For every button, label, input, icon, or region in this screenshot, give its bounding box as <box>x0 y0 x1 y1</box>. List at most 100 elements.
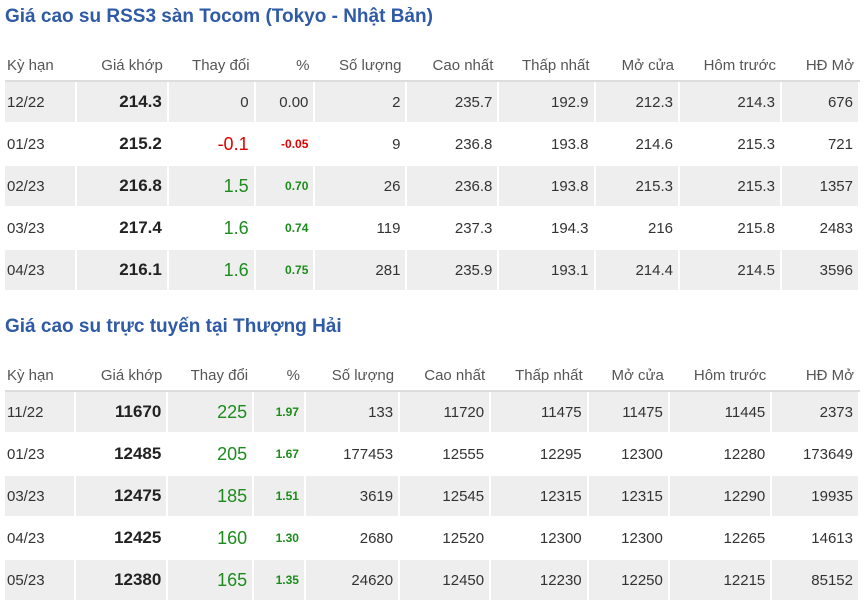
low-cell: 194.3 <box>497 207 596 249</box>
change-cell: 1.6 <box>166 207 256 249</box>
match-price-cell: 217.4 <box>74 207 169 249</box>
previous-cell: 11445 <box>667 391 773 433</box>
column-header: Thấp nhất <box>490 360 588 392</box>
open-cell: 12300 <box>586 433 670 475</box>
table-row: 12/22 214.3 0 0.00 2 235.7 192.9 212.3 214.3 676 <box>5 81 861 123</box>
column-header: HĐ Mở <box>780 50 859 82</box>
term-cell: 02/23 <box>5 165 77 207</box>
high-cell: 235.7 <box>405 81 500 123</box>
match-price-cell: 214.3 <box>74 81 169 123</box>
change-cell: 0 <box>166 81 256 123</box>
shanghai-table: Kỳ hạn Giá khớp Thay đổi% Số lượng Cao nhất T… <box>5 360 860 602</box>
volume-cell: 119 <box>313 207 408 249</box>
term-cell: 04/23 <box>5 249 77 291</box>
previous-cell: 215.3 <box>678 165 782 207</box>
open-cell: 215.3 <box>593 165 681 207</box>
column-header: HĐ Mở <box>771 360 859 392</box>
percent-cell: 1.67 <box>252 433 306 475</box>
header-row: Kỳ hạn Giá khớp Thay đổi% Số lượng Cao nhất T… <box>5 50 859 82</box>
term-cell: 12/22 <box>5 81 77 123</box>
open-cell: 212.3 <box>593 81 681 123</box>
column-header: Cao nhất <box>406 50 499 82</box>
tocom-table: Kỳ hạn Giá khớp Thay đổi% Số lượng Cao nhất T… <box>5 50 861 292</box>
open-interest-cell: 721 <box>779 123 861 165</box>
volume-cell: 26 <box>313 165 408 207</box>
column-header: Giá khớp <box>75 360 168 392</box>
column-header: Kỳ hạn <box>5 360 76 392</box>
low-cell: 12300 <box>489 517 589 559</box>
column-header: % <box>254 50 315 82</box>
column-header: Số lượng <box>314 50 407 82</box>
previous-cell: 215.8 <box>678 207 782 249</box>
match-price-cell: 216.8 <box>74 165 169 207</box>
header-row: Kỳ hạn Giá khớp Thay đổi% Số lượng Cao nhất T… <box>5 360 859 392</box>
change-cell: 225 <box>166 391 255 433</box>
column-header: Hôm trước <box>679 50 781 82</box>
column-header: Thấp nhất <box>498 50 595 82</box>
match-price-cell: 12475 <box>74 475 169 517</box>
shanghai-title: Giá cao su trực tuyến tại Thượng Hải <box>5 316 342 337</box>
table-row: 03/23 12475 185 1.51 3619 12545 12315 12315 1229… <box>5 475 860 517</box>
percent-cell: 0.70 <box>253 165 316 207</box>
high-cell: 12545 <box>398 475 492 517</box>
column-header: % <box>253 360 305 392</box>
change-cell: 165 <box>166 559 255 601</box>
previous-cell: 12265 <box>667 517 773 559</box>
volume-cell: 281 <box>313 249 408 291</box>
volume-cell: 2 <box>313 81 408 123</box>
previous-cell: 12215 <box>667 559 773 601</box>
high-cell: 11720 <box>398 391 492 433</box>
change-cell: 205 <box>166 433 255 475</box>
high-cell: 236.8 <box>405 165 500 207</box>
previous-cell: 12290 <box>667 475 773 517</box>
tocom-title: Giá cao su RSS3 sàn Tocom (Tokyo - Nhật … <box>5 6 433 27</box>
term-cell: 01/23 <box>5 433 77 475</box>
open-interest-cell: 2483 <box>779 207 861 249</box>
match-price-cell: 12425 <box>74 517 169 559</box>
percent-cell: 1.35 <box>252 559 306 601</box>
open-cell: 12300 <box>586 517 670 559</box>
low-cell: 192.9 <box>497 81 596 123</box>
column-header: Cao nhất <box>399 360 491 392</box>
open-interest-cell: 19935 <box>770 475 860 517</box>
column-header: Thay đổi <box>167 50 255 82</box>
percent-cell: -0.05 <box>253 123 316 165</box>
volume-cell: 3619 <box>303 475 401 517</box>
change-cell: 1.6 <box>166 249 256 291</box>
volume-cell: 2680 <box>303 517 401 559</box>
column-header: Giá khớp <box>75 50 168 82</box>
high-cell: 12555 <box>398 433 492 475</box>
previous-cell: 12280 <box>667 433 773 475</box>
percent-cell: 0.75 <box>253 249 316 291</box>
percent-cell: 0.74 <box>253 207 316 249</box>
percent-cell: 1.97 <box>252 391 306 433</box>
table-row: 03/23 217.4 1.6 0.74 119 237.3 194.3 216 215.8 24… <box>5 207 861 249</box>
percent-cell: 0.00 <box>253 81 316 123</box>
open-cell: 12315 <box>586 475 670 517</box>
previous-cell: 214.5 <box>678 249 782 291</box>
term-cell: 01/23 <box>5 123 77 165</box>
low-cell: 193.8 <box>497 165 596 207</box>
open-interest-cell: 3596 <box>779 249 861 291</box>
percent-cell: 1.30 <box>252 517 306 559</box>
column-header: Hôm trước <box>668 360 772 392</box>
volume-cell: 24620 <box>303 559 401 601</box>
open-interest-cell: 85152 <box>770 559 860 601</box>
table-row: 02/23 216.8 1.5 0.70 26 236.8 193.8 215.3 215.3 1… <box>5 165 861 207</box>
change-cell: 185 <box>166 475 255 517</box>
match-price-cell: 215.2 <box>74 123 169 165</box>
previous-cell: 214.3 <box>678 81 782 123</box>
match-price-cell: 12485 <box>74 433 169 475</box>
term-cell: 04/23 <box>5 517 77 559</box>
match-price-cell: 216.1 <box>74 249 169 291</box>
table-row: 01/23 215.2 -0.1 -0.05 9 236.8 193.8 214.6 215.3… <box>5 123 861 165</box>
open-cell: 216 <box>593 207 681 249</box>
match-price-cell: 12380 <box>74 559 169 601</box>
term-cell: 03/23 <box>5 475 77 517</box>
volume-cell: 177453 <box>303 433 401 475</box>
table-row: 04/23 12425 160 1.30 2680 12520 12300 12300 1226… <box>5 517 860 559</box>
change-cell: 1.5 <box>166 165 256 207</box>
high-cell: 12520 <box>398 517 492 559</box>
open-cell: 12250 <box>586 559 670 601</box>
high-cell: 237.3 <box>405 207 500 249</box>
